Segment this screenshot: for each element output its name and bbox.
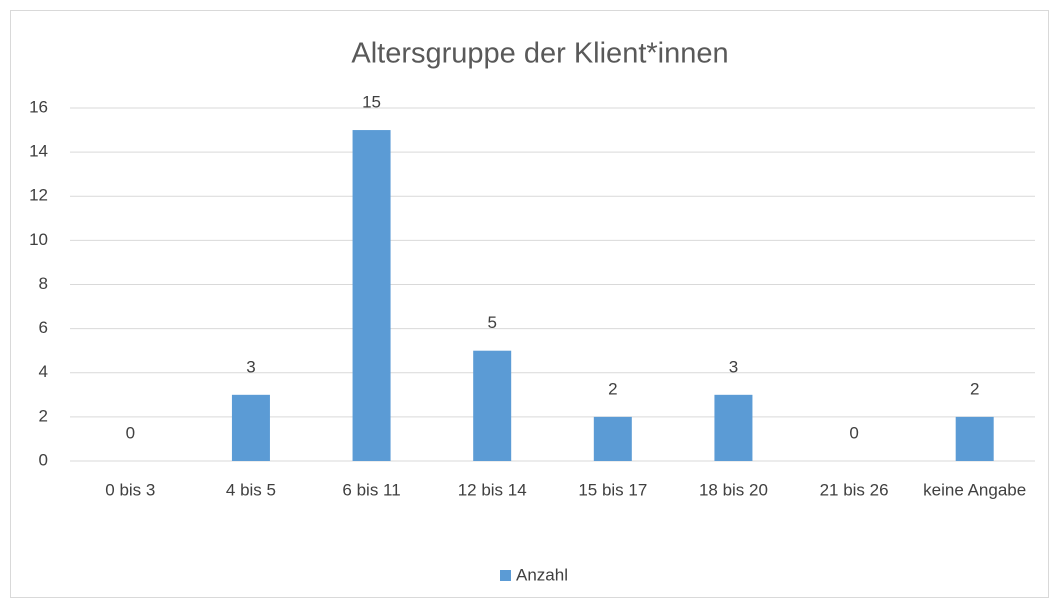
data-label: 3 [729, 357, 738, 376]
legend-swatch [500, 570, 511, 581]
x-tick-label: 15 bis 17 [578, 480, 647, 499]
x-tick-label: 6 bis 11 [342, 480, 400, 499]
y-tick-label: 10 [29, 230, 48, 249]
y-tick-label: 8 [39, 274, 48, 293]
bar [714, 394, 753, 461]
y-tick-label: 2 [39, 406, 48, 425]
data-label: 15 [362, 93, 381, 112]
y-tick-label: 0 [39, 450, 48, 469]
data-label: 5 [487, 313, 496, 332]
data-label: 2 [608, 379, 617, 398]
bar [231, 394, 270, 461]
x-tick-label: 4 bis 5 [226, 480, 276, 499]
y-tick-label: 6 [39, 318, 48, 337]
x-tick-label: 0 bis 3 [105, 480, 155, 499]
chart-title: Altersgruppe der Klient*innen [351, 38, 728, 70]
x-tick-label: 18 bis 20 [699, 480, 768, 499]
y-tick-label: 12 [29, 186, 48, 205]
chart-border [10, 10, 1049, 598]
data-label: 0 [126, 423, 135, 442]
y-tick-label: 14 [29, 142, 48, 161]
data-label: 3 [246, 357, 255, 376]
bar [593, 416, 632, 461]
y-tick-label: 16 [29, 97, 48, 116]
bar [352, 130, 391, 461]
x-tick-label: keine Angabe [923, 480, 1026, 499]
data-label: 2 [970, 379, 979, 398]
legend-label: Anzahl [516, 565, 568, 584]
x-tick-label: 21 bis 26 [820, 480, 889, 499]
bar [955, 416, 994, 461]
y-tick-label: 4 [39, 362, 48, 381]
bar [473, 350, 512, 461]
data-label: 0 [849, 423, 858, 442]
x-tick-label: 12 bis 14 [458, 480, 527, 499]
